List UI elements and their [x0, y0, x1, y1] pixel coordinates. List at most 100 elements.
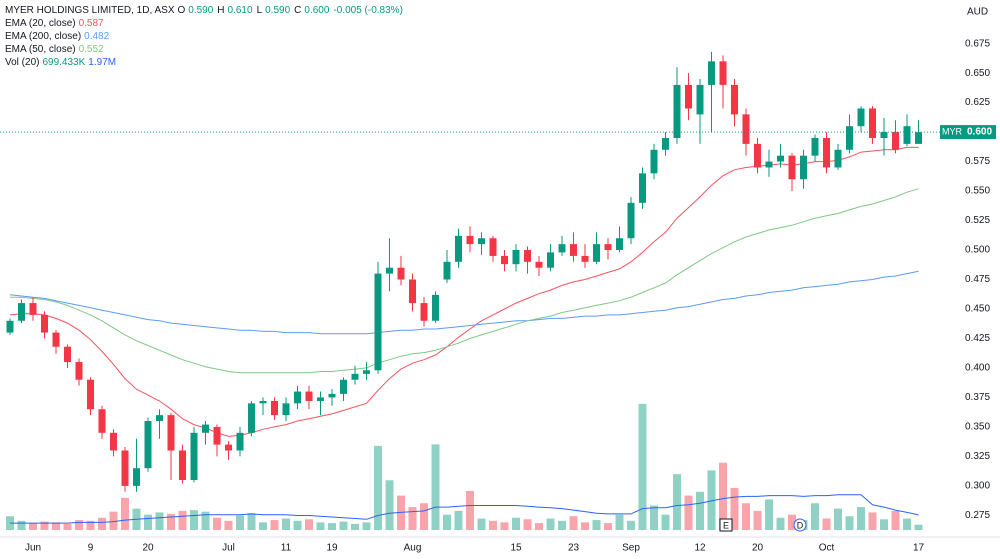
- volume-bar: [121, 497, 129, 530]
- x-tick-label: Jul: [222, 543, 235, 554]
- candle-body: [144, 421, 152, 469]
- candle-body: [328, 393, 336, 398]
- y-tick-label: 0.625: [965, 97, 990, 108]
- volume-bar: [144, 514, 152, 530]
- currency-label: AUD: [967, 7, 988, 18]
- ohlc-item: O 0.590: [177, 5, 214, 16]
- y-tick-label: 0.575: [965, 156, 990, 167]
- candle-body: [547, 252, 554, 268]
- symbol-title: MYER HOLDINGS LIMITED, 1D, ASX: [5, 5, 175, 16]
- candle-body: [351, 373, 359, 380]
- volume-bar: [466, 491, 474, 530]
- x-tick-label: 17: [913, 543, 925, 554]
- volume-bar: [581, 522, 589, 530]
- candle-body: [558, 244, 566, 253]
- volume-bar: [868, 512, 877, 530]
- x-tick-label: 20: [752, 543, 764, 554]
- candle-body: [869, 108, 876, 138]
- ema-line: [10, 188, 919, 374]
- ema-legend-row: EMA (20, close) 0.587: [5, 17, 406, 30]
- candle-body: [466, 235, 474, 245]
- ohlc-value: 0.590: [188, 5, 214, 16]
- event-marker-label: D: [797, 520, 804, 530]
- candle-body: [248, 403, 255, 433]
- candle-body: [892, 132, 899, 150]
- candle-body: [29, 303, 37, 315]
- y-tick-label: 0.325: [965, 451, 990, 462]
- header-row: MYER HOLDINGS LIMITED, 1D, ASX O 0.590 H 0.6…: [5, 4, 406, 17]
- candle-body: [455, 235, 462, 262]
- ema-value: 0.587: [78, 18, 104, 29]
- candle-body: [133, 468, 140, 486]
- volume-bar: [328, 523, 336, 530]
- ohlc-value: 0.590: [265, 5, 291, 16]
- candle-body: [179, 450, 186, 480]
- y-tick-label: 0.425: [965, 333, 990, 344]
- x-tick-label: 12: [694, 543, 706, 554]
- volume-bar: [857, 507, 865, 530]
- volume-bar: [615, 514, 624, 530]
- y-tick-label: 0.275: [965, 510, 990, 521]
- candle-body: [156, 415, 163, 422]
- candle-body: [386, 267, 393, 274]
- volume-bar: [500, 522, 509, 530]
- price-tag-value-bg: [964, 125, 996, 140]
- volume-bar: [270, 520, 279, 530]
- volume-bar: [914, 524, 923, 530]
- change-value: -0.005 (-0.83%): [333, 5, 403, 16]
- ohlc-item: L 0.590: [257, 5, 292, 16]
- candle-body: [570, 244, 577, 256]
- volume-bar: [408, 507, 417, 530]
- volume-bar: [776, 517, 785, 530]
- volume-bar: [834, 508, 842, 530]
- candle-body: [282, 403, 290, 416]
- y-tick-label: 0.350: [965, 422, 990, 433]
- x-tick-label: 9: [88, 543, 94, 554]
- candle-body: [110, 432, 117, 451]
- volume-bar: [822, 518, 831, 530]
- candle-body: [489, 238, 497, 256]
- volume-bar: [558, 520, 566, 530]
- y-tick-label: 0.300: [965, 481, 990, 492]
- volume-bar: [696, 491, 704, 530]
- candle-body: [846, 126, 853, 150]
- volume-pane: [6, 403, 923, 530]
- volume-bar: [638, 403, 647, 530]
- volume-bar: [75, 520, 83, 530]
- ema-name: EMA (20, close): [5, 18, 76, 29]
- candle-body: [685, 84, 692, 109]
- candle-body: [811, 137, 819, 156]
- candle-body: [639, 173, 646, 203]
- volume-bar: [213, 517, 221, 530]
- event-marker-label: E: [723, 520, 729, 530]
- x-tick-label: 23: [568, 543, 580, 554]
- volume-bar: [109, 511, 118, 530]
- candle-body: [880, 132, 888, 138]
- x-tick-label: Aug: [404, 543, 422, 554]
- candle-body: [834, 149, 842, 168]
- volume-bar: [259, 522, 267, 530]
- y-tick-label: 0.375: [965, 392, 990, 403]
- volume-bar: [178, 510, 187, 530]
- volume-bar: [546, 518, 555, 530]
- candle-body: [915, 132, 922, 144]
- volume-bar: [339, 521, 348, 530]
- volume-bar: [512, 517, 520, 530]
- volume-bar: [305, 519, 313, 530]
- candle-body: [501, 255, 508, 265]
- ema-legend-row: EMA (200, close) 0.482: [5, 30, 406, 43]
- volume-bar: [224, 520, 233, 530]
- volume-bar: [40, 521, 49, 530]
- candle-body: [788, 155, 796, 180]
- x-tick-label: Oct: [819, 543, 835, 554]
- candle-body: [397, 267, 405, 280]
- candle-body: [374, 273, 382, 371]
- volume-bar: [98, 517, 106, 530]
- candle-body: [64, 346, 71, 363]
- candle-body: [903, 126, 911, 144]
- candle-body: [190, 432, 198, 480]
- volume-bar: [788, 514, 796, 530]
- candle-body: [823, 137, 830, 168]
